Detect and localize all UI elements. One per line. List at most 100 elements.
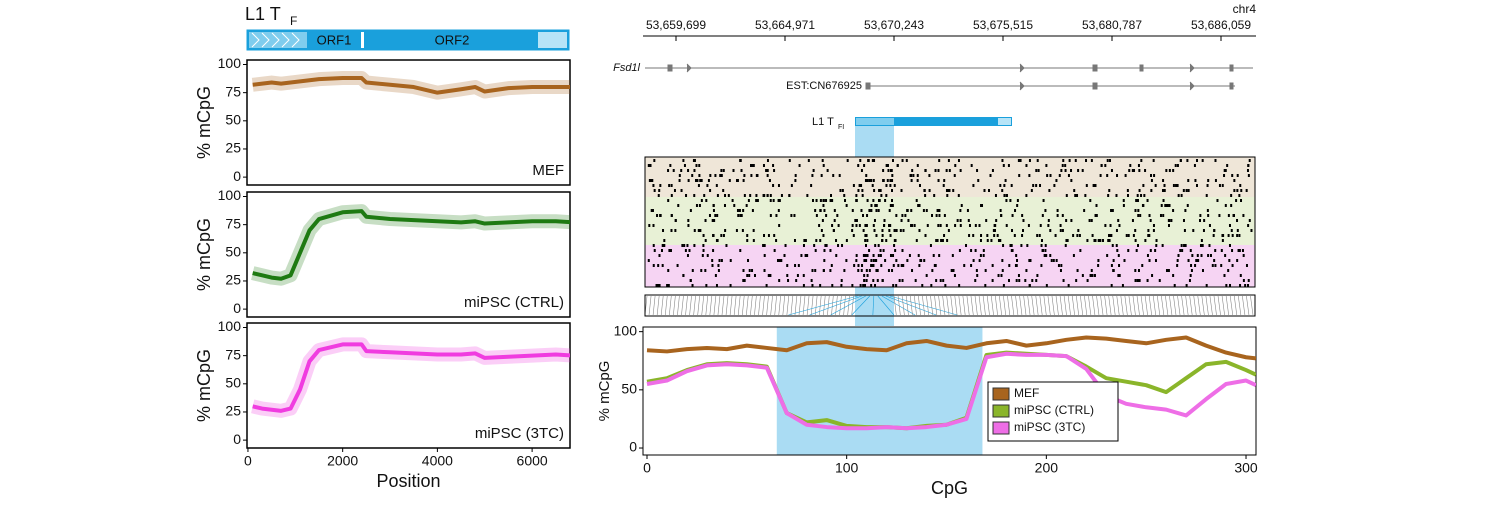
methylation-dot <box>1097 259 1100 262</box>
methylation-dot <box>1095 204 1098 207</box>
methylation-dot <box>1180 194 1183 197</box>
methylation-dot <box>1007 164 1010 167</box>
methylation-dot <box>872 224 875 227</box>
methylation-dot <box>763 194 766 197</box>
connector <box>1157 295 1161 316</box>
methylation-dot <box>723 204 726 207</box>
methylation-dot <box>956 219 959 222</box>
methylation-dot <box>826 169 829 172</box>
methylation-dot <box>1015 279 1018 282</box>
connector <box>839 295 842 316</box>
methylation-dot <box>974 224 977 227</box>
methylation-dot <box>1240 199 1243 202</box>
methylation-dot <box>1025 194 1028 197</box>
methylation-dot <box>832 229 835 232</box>
methylation-dot <box>1187 189 1190 192</box>
utr-box <box>249 32 307 48</box>
connector <box>999 295 1002 316</box>
methylation-dot <box>1094 239 1097 242</box>
connector <box>934 295 938 316</box>
connector <box>725 295 729 316</box>
methylation-dot <box>870 209 873 212</box>
methylation-dot <box>880 264 883 267</box>
connector <box>1177 295 1181 316</box>
methylation-dot <box>837 244 840 247</box>
methylation-dot <box>972 259 975 262</box>
methylation-dot <box>959 224 962 227</box>
methylation-dot <box>798 164 801 167</box>
methylation-dot <box>692 159 695 162</box>
connector <box>1128 295 1132 316</box>
methylation-dot <box>1108 239 1111 242</box>
connector <box>1120 295 1124 316</box>
connector <box>881 295 916 316</box>
methylation-dot <box>1172 209 1175 212</box>
methylation-dot <box>751 269 754 272</box>
methylation-dot <box>984 269 987 272</box>
methylation-dot <box>698 164 701 167</box>
methylation-dot <box>680 169 683 172</box>
methylation-dot <box>1162 179 1165 182</box>
methylation-dot <box>982 254 985 257</box>
methylation-dot <box>1061 229 1064 232</box>
methylation-dot <box>1044 249 1047 252</box>
methylation-dot <box>935 214 938 217</box>
methylation-dot <box>1194 179 1197 182</box>
methylation-dot <box>840 284 843 287</box>
methylation-dot <box>1245 189 1248 192</box>
methylation-dot <box>1139 214 1142 217</box>
methylation-dot <box>990 239 993 242</box>
connector <box>741 295 745 316</box>
methylation-dot <box>936 209 939 212</box>
methylation-dot <box>865 224 868 227</box>
methylation-dot <box>819 284 822 287</box>
connector <box>995 295 998 316</box>
methylation-dot <box>895 284 898 287</box>
methylation-dot <box>1248 159 1251 162</box>
methylation-dot <box>1011 214 1014 217</box>
line <box>252 342 570 413</box>
methylation-dot <box>877 209 880 212</box>
methylation-dot <box>918 264 921 267</box>
methylation-dot <box>1031 279 1034 282</box>
methylation-dot <box>1242 254 1245 257</box>
methylation-dot <box>938 209 941 212</box>
methylation-dot <box>830 194 833 197</box>
methylation-dot <box>1245 264 1248 267</box>
methylation-dot <box>1045 164 1048 167</box>
methylation-dot <box>729 284 732 287</box>
matrix-frame <box>644 156 1256 288</box>
methylation-dot <box>991 264 994 267</box>
methylation-dot <box>960 204 963 207</box>
methylation-dot <box>1111 209 1114 212</box>
methylation-dot <box>1017 274 1020 277</box>
methylation-dot <box>1213 229 1216 232</box>
methylation-dot <box>1141 264 1144 267</box>
methylation-dot <box>1040 244 1043 247</box>
methylation-dot <box>1247 279 1250 282</box>
methylation-dot <box>700 269 703 272</box>
methylation-dot <box>1134 229 1137 232</box>
methylation-dot <box>812 169 815 172</box>
element-track <box>855 117 1012 126</box>
methylation-dot <box>667 269 670 272</box>
methylation-dot <box>1135 249 1138 252</box>
methylation-dot <box>963 264 966 267</box>
methylation-dot <box>843 194 846 197</box>
methylation-dot <box>698 174 701 177</box>
methylation-dot <box>763 234 766 237</box>
methylation-dot <box>1209 254 1212 257</box>
methylation-dot <box>868 249 871 252</box>
connector <box>1173 295 1177 316</box>
methylation-dot <box>917 204 920 207</box>
connector <box>1189 295 1193 316</box>
methylation-dot <box>887 269 890 272</box>
connector <box>1096 295 1100 316</box>
methylation-dot <box>1039 224 1042 227</box>
methylation-dot <box>891 159 894 162</box>
methylation-dot <box>966 209 969 212</box>
methylation-dot <box>855 254 858 257</box>
methylation-dot <box>853 264 856 267</box>
connector <box>1027 295 1031 316</box>
